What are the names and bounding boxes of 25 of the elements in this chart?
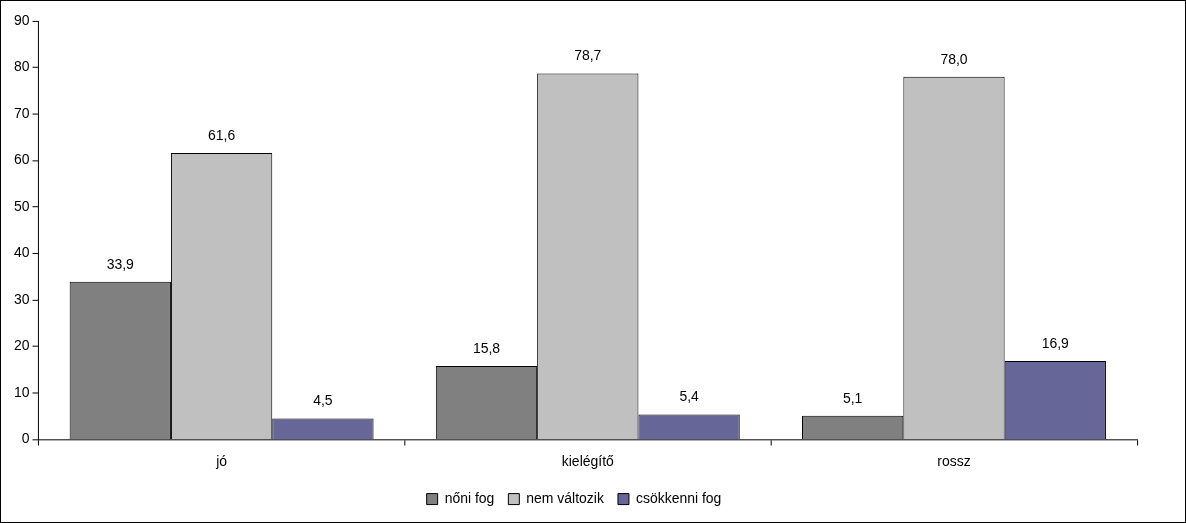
x-tick-label: rossz xyxy=(937,452,971,469)
data-label: 61,6 xyxy=(208,126,236,143)
data-label: 5,4 xyxy=(679,388,700,405)
y-tick-label: 70 xyxy=(13,104,30,121)
y-tick-label: 40 xyxy=(13,244,30,261)
y-tick-label: 0 xyxy=(21,430,30,447)
data-label: 4,5 xyxy=(313,392,333,409)
y-tick-label: 80 xyxy=(13,58,30,75)
legend-label: nem változik xyxy=(526,489,604,506)
legend-label: csökkenni fog xyxy=(635,489,722,506)
data-label: 78,7 xyxy=(574,47,602,64)
y-tick-label: 10 xyxy=(13,383,30,400)
legend-label: nőni fog xyxy=(444,489,495,506)
x-tick-label: kielégítő xyxy=(561,452,615,469)
y-tick-label: 30 xyxy=(13,290,30,307)
y-tick-label: 90 xyxy=(13,11,30,28)
data-label: 5,1 xyxy=(842,389,863,406)
data-label: 16,9 xyxy=(1041,334,1070,351)
y-tick-label: 60 xyxy=(13,151,30,168)
data-label: 15,8 xyxy=(472,339,501,356)
y-tick-label: 50 xyxy=(13,197,30,214)
y-tick-label: 20 xyxy=(13,337,30,354)
data-label: 33,9 xyxy=(106,255,135,272)
data-label: 78,0 xyxy=(940,50,968,67)
x-tick-label: jó xyxy=(215,452,228,469)
